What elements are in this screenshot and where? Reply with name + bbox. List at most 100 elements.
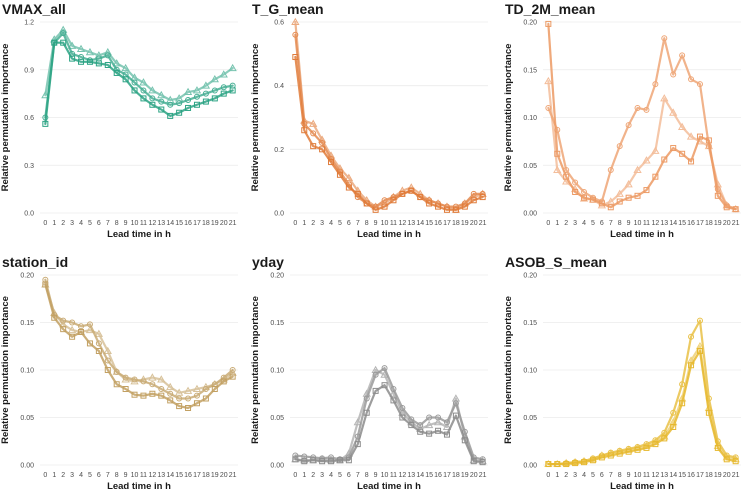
data-point-circle: [104, 357, 111, 364]
x-tick-label: 14: [669, 472, 677, 479]
series-square: [545, 20, 739, 213]
y-tick-label: 1.2: [24, 20, 34, 27]
data-point-triangle: [157, 90, 166, 99]
data-point-square: [679, 150, 686, 157]
data-point-circle: [185, 96, 192, 103]
y-tick-label: 0.05: [20, 415, 34, 422]
series-line: [294, 55, 484, 211]
chart-panel-0: 0.00.30.60.91.20 1 2 3 4 5 6 7 8 9 10 11 12 13 14 15 16 1…: [0, 1, 238, 240]
data-point-circle: [220, 84, 227, 91]
data-point-circle: [426, 414, 433, 421]
data-point-triangle: [669, 108, 678, 116]
data-point-square: [381, 203, 388, 210]
x-tick-label: 18: [452, 220, 460, 227]
data-point-square: [167, 112, 174, 119]
x-tick-label: 0: [293, 220, 297, 227]
series-line: [547, 319, 737, 466]
x-tick-label: 11: [643, 472, 650, 479]
x-tick-label: 21: [479, 472, 487, 479]
data-point-square: [607, 452, 614, 459]
x-tick-label: 10: [131, 220, 139, 227]
data-point-square: [426, 430, 433, 437]
x-tick-label: 17: [193, 220, 201, 227]
x-tick-label: 11: [643, 220, 650, 227]
data-point-square: [220, 90, 227, 97]
x-tick-label: 10: [381, 472, 389, 479]
chart-title: yday: [252, 254, 284, 270]
data-point-square: [688, 362, 695, 369]
data-point-circle: [661, 35, 668, 42]
x-tick-label: 13: [660, 472, 668, 479]
data-point-square: [399, 190, 406, 197]
data-point-circle: [193, 93, 200, 100]
data-point-circle: [229, 367, 236, 373]
data-point-circle: [470, 190, 477, 197]
data-point-triangle: [210, 74, 219, 83]
series-line: [44, 283, 234, 394]
data-point-triangle: [85, 47, 95, 56]
y-tick-label: 0.05: [270, 415, 284, 422]
data-point-square: [122, 386, 129, 392]
series-circle: [292, 31, 486, 210]
data-point-square: [625, 194, 632, 201]
data-point-triangle: [624, 180, 633, 188]
y-axis-label: Relative permutation importance: [0, 296, 11, 444]
data-point-triangle: [615, 189, 624, 197]
x-tick-label: 0: [546, 472, 550, 479]
data-point-circle: [140, 87, 147, 94]
data-point-triangle: [353, 417, 362, 426]
series-line: [294, 384, 484, 464]
x-tick-label: 5: [591, 472, 595, 479]
series-triangle: [41, 280, 237, 396]
x-tick-label: 13: [407, 472, 415, 479]
series-line: [44, 283, 234, 410]
data-point-triangle: [651, 146, 660, 154]
x-tick-label: 9: [374, 220, 378, 227]
data-point-square: [435, 203, 442, 210]
data-point-square: [589, 196, 596, 203]
x-tick-label: 16: [434, 472, 442, 479]
x-tick-label: 2: [311, 220, 315, 227]
data-point-circle: [78, 323, 85, 330]
data-point-triangle: [228, 63, 237, 72]
data-point-triangle: [192, 384, 202, 392]
data-point-square: [220, 378, 227, 385]
data-point-square: [452, 206, 459, 213]
data-point-square: [60, 39, 67, 46]
x-tick-label: 9: [374, 472, 378, 479]
data-point-square: [131, 391, 138, 398]
data-point-triangle: [442, 422, 452, 430]
data-point-circle: [581, 188, 588, 195]
data-point-circle: [158, 98, 165, 105]
data-point-circle: [131, 376, 138, 383]
x-tick-label: 6: [97, 472, 101, 479]
x-tick-label: 0: [546, 220, 550, 227]
x-tick-label: 2: [311, 472, 315, 479]
x-tick-label: 3: [573, 220, 577, 227]
data-point-circle: [310, 130, 317, 137]
data-point-square: [372, 206, 379, 213]
data-point-square: [670, 424, 677, 430]
data-point-square: [310, 143, 317, 150]
data-point-circle: [696, 81, 703, 88]
series-line: [294, 368, 484, 463]
x-tick-label: 14: [416, 472, 424, 479]
x-tick-label: 7: [356, 472, 360, 479]
data-point-circle: [202, 386, 209, 392]
chart-panel-2: 0.000.050.100.150.200 1 2 3 4 5 6 7 8 9 10 11 12 13 14…: [503, 1, 741, 240]
data-point-circle: [625, 122, 632, 129]
y-axis-label: Relative permutation importance: [503, 296, 514, 444]
data-point-circle: [372, 371, 379, 378]
data-point-circle: [292, 452, 299, 459]
x-tick-label: 15: [678, 472, 686, 479]
x-tick-label: 7: [106, 472, 110, 479]
data-point-square: [435, 427, 442, 434]
series-square: [42, 281, 236, 411]
y-axis-label: Relative permutation importance: [250, 44, 261, 192]
y-tick-label: 0.20: [270, 273, 284, 280]
x-tick-label: 16: [184, 472, 192, 479]
x-tick-label: 12: [148, 472, 156, 479]
data-point-circle: [417, 422, 424, 429]
data-point-square: [554, 150, 561, 157]
data-point-square: [149, 101, 156, 108]
